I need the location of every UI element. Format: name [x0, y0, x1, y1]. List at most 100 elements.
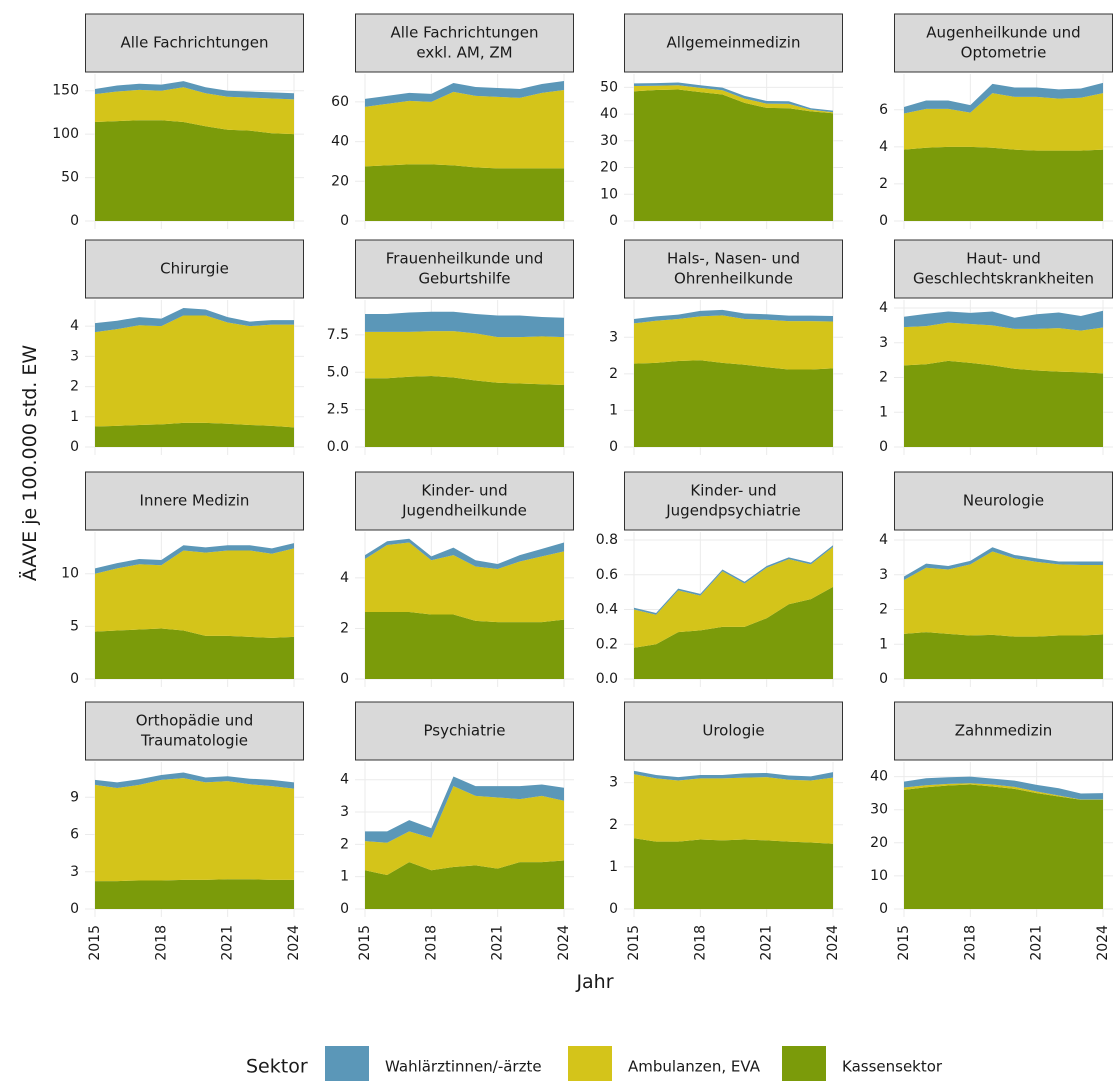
y-tick-label: 0 — [879, 671, 888, 687]
facet-title: Augenheilkunde und — [926, 24, 1080, 42]
area-ambulanzen-eva — [365, 89, 564, 169]
facet-strip — [624, 13, 843, 73]
facet-title: Geburtshilfe — [418, 270, 510, 288]
y-tick-label: 50 — [600, 79, 618, 95]
facet-title: Kinder- und — [421, 482, 507, 500]
facet-title: Haut- und — [966, 250, 1041, 268]
y-tick-label: 3 — [879, 335, 888, 351]
x-tick-label: 2018 — [692, 925, 708, 961]
area-wahl-rztinnen-rzte — [904, 310, 1103, 331]
facet-panel: 0 2 4 6 Augenheilkunde und Optometrie — [879, 13, 1113, 229]
area-kassensektor — [904, 632, 1103, 679]
y-tick-label: 2 — [340, 620, 349, 636]
y-tick-label: 150 — [52, 83, 79, 99]
y-tick-label: 20 — [331, 173, 349, 189]
facet-panel: 0 50 100 150 Alle Fachrichtungen — [52, 13, 304, 229]
facet-strip — [355, 701, 574, 761]
y-tick-label: 1 — [340, 869, 349, 885]
facet-title: Kinder- und — [690, 482, 776, 500]
facet-panel: 0.0 0.2 0.4 0.6 0.8 Kinder- und Jugendpsychiat… — [596, 471, 843, 687]
y-tick-label: 0 — [879, 439, 888, 455]
area-wahl-rztinnen-rzte — [365, 538, 564, 570]
y-tick-label: 0.4 — [596, 602, 618, 618]
y-tick-label: 1 — [609, 859, 618, 875]
y-tick-label: 40 — [331, 134, 349, 150]
area-ambulanzen-eva — [904, 322, 1103, 374]
area-wahl-rztinnen-rzte — [904, 547, 1103, 580]
y-tick-label: 9 — [70, 789, 79, 805]
y-tick-label: 7.5 — [327, 327, 349, 343]
x-tick-label: 2018 — [962, 925, 978, 961]
area-kassensektor — [634, 838, 833, 909]
facet-strip — [624, 471, 843, 531]
facet-strip — [894, 239, 1113, 299]
area-kassensektor — [95, 120, 294, 221]
y-tick-label: 100 — [52, 126, 79, 142]
area-wahl-rztinnen-rzte — [95, 772, 294, 789]
y-tick-label: 4 — [879, 300, 888, 316]
area-wahl-rztinnen-rzte — [634, 82, 833, 113]
area-kassensektor — [634, 586, 833, 679]
y-axis-title: ÄAVE je 100.000 std. EW — [18, 345, 41, 581]
y-tick-label: 0 — [879, 213, 888, 229]
facet-panel: 0 10 20 30 40 2015 2018 2021 2024 Zahnmedizin — [870, 701, 1113, 961]
facet-panel: 0 2 4 Kinder- und Jugendheilkunde — [340, 471, 574, 687]
area-kassensektor — [365, 612, 564, 679]
facet-title: Frauenheilkunde und — [386, 250, 544, 268]
y-tick-label: 40 — [870, 769, 888, 785]
legend: Sektor Wahlärztinnen/-ärzte Ambulanzen, E… — [246, 1046, 943, 1081]
y-tick-label: 6 — [70, 827, 79, 843]
y-tick-label: 4 — [340, 772, 349, 788]
facet-title: Neurologie — [963, 492, 1044, 510]
area-kassensektor — [95, 628, 294, 679]
legend-title: Sektor — [246, 1056, 308, 1078]
y-tick-label: 0.6 — [596, 567, 618, 583]
legend-key — [782, 1046, 826, 1081]
area-ambulanzen-eva — [95, 778, 294, 882]
area-ambulanzen-eva — [95, 548, 294, 638]
y-tick-label: 40 — [600, 106, 618, 122]
x-tick-label: 2015 — [896, 925, 912, 961]
area-wahl-rztinnen-rzte — [634, 309, 833, 324]
y-tick-label: 0.0 — [327, 439, 349, 455]
area-kassensektor — [365, 376, 564, 447]
area-ambulanzen-eva — [904, 551, 1103, 637]
facet-title: Geschlechtskrankheiten — [913, 270, 1094, 288]
area-kassensektor — [634, 360, 833, 447]
facet-strip — [85, 13, 304, 73]
area-wahl-rztinnen-rzte — [365, 81, 564, 107]
x-tick-label: 2015 — [357, 925, 373, 961]
y-tick-label: 50 — [61, 170, 79, 186]
area-wahl-rztinnen-rzte — [904, 82, 1103, 114]
legend-key — [568, 1046, 612, 1081]
area-ambulanzen-eva — [365, 331, 564, 385]
x-tick-label: 2021 — [759, 925, 775, 961]
facet-strip — [894, 13, 1113, 73]
y-tick-label: 0 — [609, 901, 618, 917]
facet-title: Orthopädie und — [136, 712, 253, 730]
facet-panel: 0 1 2 3 4 Neurologie — [879, 471, 1113, 687]
y-tick-label: 2 — [879, 370, 888, 386]
legend-key — [325, 1046, 369, 1081]
facet-panel: 0 5 10 Innere Medizin — [61, 471, 304, 687]
area-wahl-rztinnen-rzte — [904, 776, 1103, 800]
legend-entry: Kassensektor — [782, 1046, 943, 1081]
y-tick-label: 4 — [879, 139, 888, 155]
area-ambulanzen-eva — [634, 85, 833, 114]
area-ambulanzen-eva — [634, 315, 833, 370]
y-tick-label: 20 — [600, 160, 618, 176]
y-tick-label: 0 — [609, 439, 618, 455]
y-tick-label: 2 — [879, 176, 888, 192]
y-tick-label: 0.2 — [596, 636, 618, 652]
facet-strip — [85, 701, 304, 761]
facet-panel: 0 20 40 60 Alle Fachrichtungen exkl. AM, ZM — [331, 13, 574, 229]
y-tick-label: 0 — [609, 213, 618, 229]
facet-title: Chirurgie — [160, 260, 229, 278]
area-kassensektor — [95, 422, 294, 447]
area-wahl-rztinnen-rzte — [95, 543, 294, 574]
facet-title: Zahnmedizin — [955, 722, 1053, 740]
x-tick-label: 2021 — [220, 925, 236, 961]
facet-title: exkl. AM, ZM — [416, 44, 512, 62]
area-wahl-rztinnen-rzte — [95, 308, 294, 333]
